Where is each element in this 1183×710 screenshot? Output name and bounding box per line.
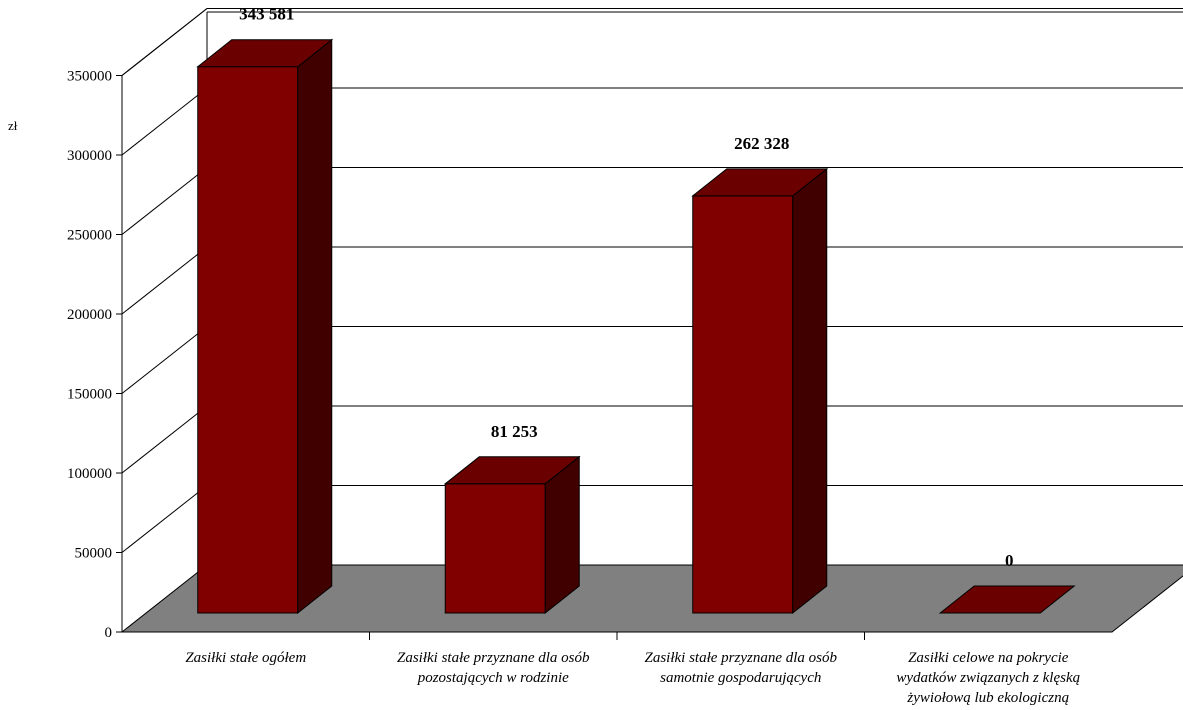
y-tick-label: 250000 [67,228,112,244]
y-axis-unit-label: zł [8,118,18,133]
bar-side-face [297,38,333,615]
y-tick-label: 200000 [67,307,112,323]
x-category-label: Zasiłki stałe przyznane dla osób samotni… [644,650,837,686]
y-tick-label: 0 [105,625,113,641]
gridline-side [121,8,208,76]
bar [196,38,334,615]
y-tick-label: 50000 [75,546,113,562]
bar-top-face [691,168,829,197]
x-category-label: Zasiłki stałe ogółem [185,650,307,666]
x-category-label: Zasiłki stałe przyznane dla osób pozosta… [396,650,590,686]
gridline-side [121,485,208,553]
bars [196,38,1076,615]
bar-top-face [938,585,1076,614]
bar [938,585,1076,614]
gridline-side [121,87,208,156]
bar-value-label: 262 328 [734,134,789,153]
y-tick-label: 150000 [67,387,112,403]
axes: 0 50000 100000 150000 200000 250000 300000 3500… [67,69,1112,641]
x-category-label: Zasiłki celowe na pokrycie wydatków zwią… [896,650,1081,706]
bar-top-face [443,456,581,485]
gridline-side [121,405,208,474]
gridline-side [121,167,208,235]
bar-front-face [692,195,794,614]
gridline-side [121,246,208,315]
bar [691,167,829,615]
bar [443,455,581,615]
gridline-side [121,326,208,394]
y-tick-label: 100000 [67,466,112,482]
y-tick-label: 300000 [67,148,112,164]
bar-front-face [444,483,546,614]
bar-value-label: 0 [1005,551,1014,570]
data-labels: 343 581 81 253 262 328 0 [239,5,1013,570]
bar-side-face [792,167,828,615]
bar-top-face [196,39,334,68]
bar-front-face [197,66,299,614]
bar-value-label: 81 253 [491,422,538,441]
bar-value-label: 343 581 [239,5,294,24]
y-tick-label: 350000 [67,69,112,85]
